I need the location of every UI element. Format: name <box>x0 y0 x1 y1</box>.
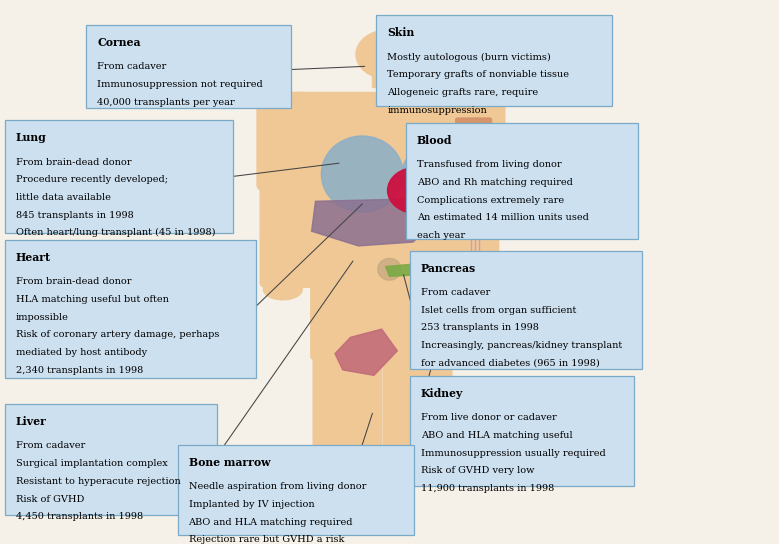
FancyBboxPatch shape <box>5 120 233 233</box>
Text: immunosuppression: immunosuppression <box>387 106 487 115</box>
Text: Temporary grafts of nonviable tissue: Temporary grafts of nonviable tissue <box>387 70 569 79</box>
Text: 253 transplants in 1998: 253 transplants in 1998 <box>421 324 538 332</box>
Text: each year: each year <box>417 231 465 240</box>
Ellipse shape <box>398 53 406 58</box>
FancyBboxPatch shape <box>452 92 505 190</box>
FancyBboxPatch shape <box>311 271 464 360</box>
Text: Often heart/lung transplant (45 in 1998): Often heart/lung transplant (45 in 1998) <box>16 228 215 237</box>
Text: Complications extremely rare: Complications extremely rare <box>417 196 564 205</box>
Text: From brain-dead donor: From brain-dead donor <box>16 158 131 166</box>
Text: Rejection rare but GVHD a risk: Rejection rare but GVHD a risk <box>189 535 344 544</box>
Text: Islet cells from organ sufficient: Islet cells from organ sufficient <box>421 306 576 315</box>
Text: ABO and HLA matching required: ABO and HLA matching required <box>189 518 353 527</box>
FancyBboxPatch shape <box>5 404 217 515</box>
Text: little data available: little data available <box>16 193 111 202</box>
Text: Lung: Lung <box>16 132 46 143</box>
FancyBboxPatch shape <box>257 92 310 190</box>
FancyBboxPatch shape <box>406 123 638 239</box>
FancyBboxPatch shape <box>410 251 642 369</box>
FancyBboxPatch shape <box>456 118 492 154</box>
FancyBboxPatch shape <box>5 240 256 378</box>
Text: Resistant to hyperacute rejection: Resistant to hyperacute rejection <box>16 477 180 486</box>
Ellipse shape <box>378 258 401 280</box>
Text: Blood: Blood <box>417 135 452 146</box>
Text: Needle aspiration from living donor: Needle aspiration from living donor <box>189 483 366 491</box>
Text: From brain-dead donor: From brain-dead donor <box>16 277 131 286</box>
Text: Increasingly, pancreas/kidney transplant: Increasingly, pancreas/kidney transplant <box>421 341 622 350</box>
Ellipse shape <box>321 136 403 212</box>
Text: Heart: Heart <box>16 252 51 263</box>
FancyBboxPatch shape <box>178 445 414 535</box>
Text: Pancreas: Pancreas <box>421 263 476 274</box>
Text: Cornea: Cornea <box>97 37 141 48</box>
Text: Bone marrow: Bone marrow <box>189 457 270 468</box>
Text: Kidney: Kidney <box>421 388 463 399</box>
Text: Allogeneic grafts rare, require: Allogeneic grafts rare, require <box>387 88 538 97</box>
Text: An estimated 14 million units used: An estimated 14 million units used <box>417 213 589 222</box>
Text: Procedure recently developed;: Procedure recently developed; <box>16 175 167 184</box>
Text: 11,900 transplants in 1998: 11,900 transplants in 1998 <box>421 484 554 493</box>
Polygon shape <box>335 329 397 375</box>
FancyBboxPatch shape <box>372 66 404 87</box>
FancyBboxPatch shape <box>410 376 634 486</box>
FancyBboxPatch shape <box>313 347 382 467</box>
Ellipse shape <box>312 462 382 484</box>
Text: 2,340 transplants in 1998: 2,340 transplants in 1998 <box>16 366 143 375</box>
Ellipse shape <box>356 30 420 79</box>
FancyBboxPatch shape <box>260 170 305 287</box>
FancyBboxPatch shape <box>376 15 612 106</box>
FancyBboxPatch shape <box>383 347 452 467</box>
Polygon shape <box>312 199 432 246</box>
Text: HLA matching useful but often: HLA matching useful but often <box>16 295 168 304</box>
Ellipse shape <box>401 147 456 207</box>
Ellipse shape <box>456 279 495 300</box>
Text: Implanted by IV injection: Implanted by IV injection <box>189 500 314 509</box>
Text: Mostly autologous (burn victims): Mostly autologous (burn victims) <box>387 53 551 61</box>
Text: Risk of GVHD very low: Risk of GVHD very low <box>421 466 534 475</box>
Text: Risk of GVHD: Risk of GVHD <box>16 494 84 504</box>
Ellipse shape <box>383 462 453 484</box>
Text: ABO and Rh matching required: ABO and Rh matching required <box>417 178 573 187</box>
Text: ABO and HLA matching useful: ABO and HLA matching useful <box>421 431 573 440</box>
Text: 40,000 transplants per year: 40,000 transplants per year <box>97 98 235 107</box>
Text: for advanced diabetes (965 in 1998): for advanced diabetes (965 in 1998) <box>421 359 599 368</box>
Text: Immunosuppression not required: Immunosuppression not required <box>97 80 263 89</box>
Text: From live donor or cadaver: From live donor or cadaver <box>421 413 556 422</box>
Text: impossible: impossible <box>16 313 69 322</box>
Text: 4,450 transplants in 1998: 4,450 transplants in 1998 <box>16 512 143 521</box>
Text: 845 transplants in 1998: 845 transplants in 1998 <box>16 211 133 220</box>
Polygon shape <box>386 261 452 276</box>
Text: mediated by host antibody: mediated by host antibody <box>16 348 146 357</box>
Text: Transfused from living donor: Transfused from living donor <box>417 160 562 169</box>
Text: Skin: Skin <box>387 27 414 38</box>
Text: Liver: Liver <box>16 416 47 427</box>
FancyBboxPatch shape <box>86 25 291 108</box>
Text: Surgical implantation complex: Surgical implantation complex <box>16 459 167 468</box>
Text: From cadaver: From cadaver <box>421 288 490 297</box>
Text: From cadaver: From cadaver <box>16 442 85 450</box>
Polygon shape <box>296 92 471 131</box>
Text: Immunosuppression usually required: Immunosuppression usually required <box>421 449 605 458</box>
Ellipse shape <box>388 168 446 213</box>
Ellipse shape <box>263 279 302 300</box>
Text: From cadaver: From cadaver <box>97 63 167 71</box>
Text: Risk of coronary artery damage, perhaps: Risk of coronary artery damage, perhaps <box>16 330 219 339</box>
FancyBboxPatch shape <box>453 170 499 287</box>
Ellipse shape <box>395 52 409 59</box>
FancyBboxPatch shape <box>299 123 475 287</box>
